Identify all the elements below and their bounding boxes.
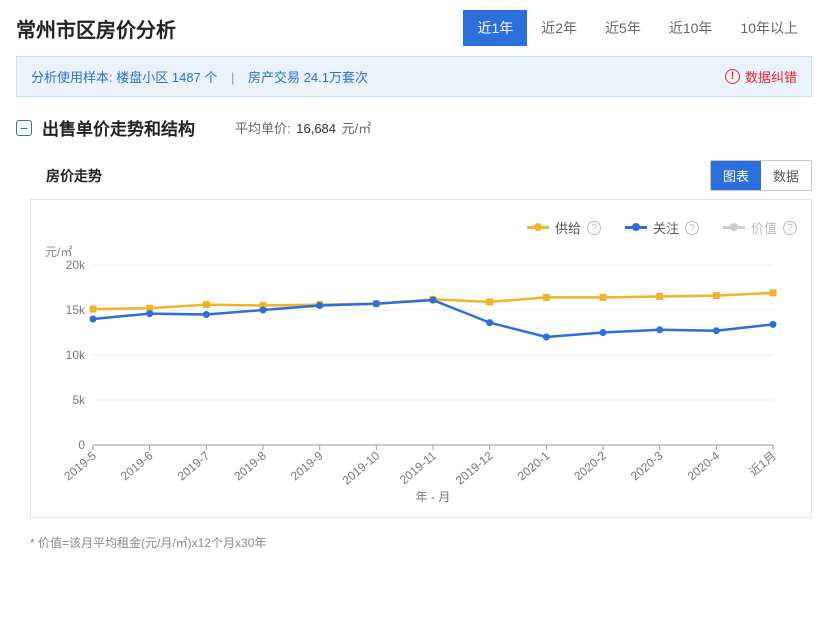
svg-text:0: 0 bbox=[78, 438, 85, 452]
divider: | bbox=[231, 70, 234, 85]
svg-text:2019-8: 2019-8 bbox=[231, 448, 269, 483]
avg-label: 平均单价: bbox=[235, 121, 291, 136]
help-icon[interactable]: ? bbox=[587, 221, 601, 235]
sample-info-bar: 分析使用样本: 楼盘小区 1487 个 | 房产交易 24.1万套次 ! 数据纠… bbox=[16, 56, 812, 97]
section-title: 出售单价走势和结构 bbox=[42, 115, 195, 140]
chart-container: 供给 ? 关注 ? 价值 ? 元/㎡ 0 5k 10k 15k 20k 2019-5 201… bbox=[30, 199, 812, 518]
svg-text:2020-3: 2020-3 bbox=[628, 448, 666, 483]
avg-value: 16,684 bbox=[296, 121, 336, 136]
svg-text:2019-12: 2019-12 bbox=[453, 448, 496, 487]
report-error-link[interactable]: ! 数据纠错 bbox=[725, 67, 797, 86]
svg-text:10k: 10k bbox=[66, 348, 86, 362]
legend-demand-label: 关注 bbox=[653, 218, 679, 237]
transactions-count: 房产交易 24.1万套次 bbox=[248, 70, 368, 85]
svg-text:近1月: 近1月 bbox=[746, 449, 779, 479]
svg-text:15k: 15k bbox=[66, 303, 86, 317]
legend-value-label: 价值 bbox=[751, 218, 777, 237]
svg-text:2019-5: 2019-5 bbox=[61, 448, 99, 483]
y-axis-unit: 元/㎡ bbox=[45, 243, 72, 260]
view-toggle: 图表数据 bbox=[710, 160, 812, 191]
time-tab[interactable]: 近5年 bbox=[591, 10, 655, 46]
svg-text:2019-10: 2019-10 bbox=[340, 448, 383, 487]
collapse-icon[interactable]: − bbox=[16, 120, 32, 136]
time-range-tabs: 近1年近2年近5年近10年10年以上 bbox=[463, 10, 812, 46]
help-icon[interactable]: ? bbox=[783, 221, 797, 235]
time-tab[interactable]: 近1年 bbox=[463, 10, 527, 46]
svg-text:2019-9: 2019-9 bbox=[288, 448, 326, 483]
price-trend-chart: 0 5k 10k 15k 20k 2019-5 2019-6 2019-7 2019-8 2019… bbox=[45, 247, 785, 507]
avg-unit: 元/㎡ bbox=[342, 121, 372, 136]
legend-supply[interactable]: 供给 ? bbox=[527, 218, 601, 237]
svg-text:2019-11: 2019-11 bbox=[397, 448, 439, 487]
time-tab[interactable]: 近2年 bbox=[527, 10, 591, 46]
legend-supply-label: 供给 bbox=[555, 218, 581, 237]
legend-demand[interactable]: 关注 ? bbox=[625, 218, 699, 237]
average-price: 平均单价: 16,684 元/㎡ bbox=[235, 118, 371, 137]
svg-text:2019-7: 2019-7 bbox=[175, 448, 213, 483]
report-error-label: 数据纠错 bbox=[745, 67, 797, 86]
svg-text:年 - 月: 年 - 月 bbox=[416, 490, 451, 504]
view-tab[interactable]: 数据 bbox=[761, 161, 811, 190]
communities-count: 楼盘小区 1487 个 bbox=[116, 70, 217, 85]
legend-supply-swatch bbox=[527, 226, 549, 229]
chart-legend: 供给 ? 关注 ? 价值 ? bbox=[45, 218, 797, 237]
svg-text:2020-2: 2020-2 bbox=[571, 448, 609, 483]
alert-icon: ! bbox=[725, 69, 740, 84]
time-tab[interactable]: 10年以上 bbox=[726, 10, 812, 46]
svg-text:5k: 5k bbox=[72, 393, 86, 407]
chart-subtitle: 房价走势 bbox=[46, 166, 102, 186]
chart-footnote: * 价值=该月平均租金(元/月/㎡)x12个月x30年 bbox=[0, 528, 828, 561]
legend-value-swatch bbox=[723, 226, 745, 229]
legend-demand-swatch bbox=[625, 226, 647, 229]
view-tab[interactable]: 图表 bbox=[711, 161, 761, 190]
page-title: 常州市区房价分析 bbox=[16, 14, 176, 43]
help-icon[interactable]: ? bbox=[685, 221, 699, 235]
svg-text:2019-6: 2019-6 bbox=[118, 448, 156, 483]
svg-text:20k: 20k bbox=[66, 258, 86, 272]
svg-text:2020-1: 2020-1 bbox=[515, 448, 553, 483]
sample-label: 分析使用样本: bbox=[31, 70, 113, 85]
time-tab[interactable]: 近10年 bbox=[655, 10, 727, 46]
legend-value[interactable]: 价值 ? bbox=[723, 218, 797, 237]
svg-text:2020-4: 2020-4 bbox=[685, 448, 723, 483]
